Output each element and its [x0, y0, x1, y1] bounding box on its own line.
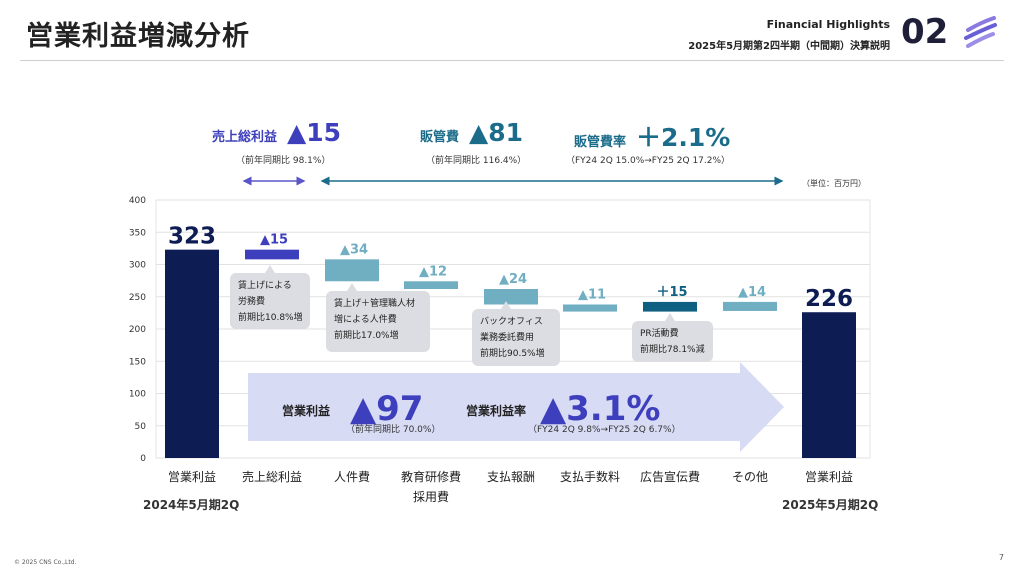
callout-text: 前期比90.5%増 [480, 347, 545, 359]
header-divider [20, 60, 1004, 61]
header-en-label: Financial Highlights [766, 18, 890, 31]
range-arrows [242, 176, 784, 186]
category-label: 教育研修費 [401, 469, 461, 484]
summary-sga-ratio-value: ＋2.1% [636, 123, 731, 152]
callout-text: 前期比78.1%減 [640, 343, 705, 355]
callout-pointer [665, 313, 675, 321]
category-label: 広告宣伝費 [640, 469, 700, 484]
callout-text: 賃上げ＋管理職人材 [334, 297, 415, 309]
bar-total [165, 249, 219, 458]
summary-gross-profit: 売上総利益 ▲15 [212, 118, 341, 147]
summary-sga-sub: （前年同期比 116.4%） [426, 156, 527, 166]
bar-total-label: 226 [805, 286, 853, 312]
page-title: 営業利益増減分析 [26, 21, 250, 52]
copyright: © 2025 CNS Co.,Ltd. [14, 559, 77, 566]
y-tick-label: 50 [135, 422, 147, 432]
y-tick-label: 0 [140, 454, 146, 464]
callout-pointer [347, 283, 357, 291]
callout-text: PR活動費 [640, 327, 679, 339]
y-tick-label: 250 [129, 293, 146, 303]
category-label: 売上総利益 [242, 469, 302, 484]
bar-total-label: 323 [168, 224, 216, 250]
callout-pointer [265, 265, 275, 273]
bar-delta-label: ▲12 [419, 264, 447, 279]
callout-text: 労務費 [238, 295, 265, 307]
bar-delta-label: ▲24 [499, 272, 527, 287]
page-number: 7 [998, 553, 1004, 562]
category-label: その他 [732, 470, 768, 484]
y-tick-label: 150 [129, 357, 146, 367]
bar-delta [325, 259, 379, 282]
callout-text: 賃上げによる [238, 279, 292, 291]
bar-delta-label: ▲11 [578, 287, 606, 302]
summary-gross-profit-label: 売上総利益 [212, 130, 278, 145]
callout-text: バックオフィス [480, 316, 543, 327]
bar-delta [723, 301, 777, 311]
y-tick-label: 100 [129, 390, 146, 400]
y-tick-label: 200 [129, 325, 146, 335]
callout-text: 増による人件費 [334, 313, 397, 325]
overlay-ratio-sub: （FY24 2Q 9.8%→FY25 2Q 6.7%） [528, 424, 681, 435]
overlay-op-value: ▲97 [350, 389, 423, 429]
summary-gross-profit-sub: （前年同期比 98.1%） [236, 156, 331, 166]
callout-bubble [326, 291, 430, 352]
overlay-op-label: 営業利益 [282, 403, 330, 418]
summary-sga-ratio-label: 販管費率 [574, 135, 627, 150]
overlay-ratio-label: 営業利益率 [466, 403, 526, 418]
summary-sga-value: ▲81 [469, 118, 524, 147]
summary-sga: 販管費 ▲81 [420, 118, 523, 147]
bar-delta [563, 304, 617, 312]
callout-pointer [501, 301, 511, 309]
period-label-end: 2025年5月期2Q [782, 498, 879, 512]
callout-text: 業務委託費用 [480, 331, 534, 343]
summary-sga-label: 販管費 [420, 130, 460, 145]
overlay-op-sub: （前年同期比 70.0%） [346, 423, 440, 435]
bar-delta [643, 301, 697, 312]
bar-delta-label: ▲15 [260, 233, 288, 248]
y-tick-label: 400 [129, 196, 146, 206]
header-jp-label: 2025年5月期第2四半期（中間期）決算説明 [688, 41, 890, 52]
bar-delta [484, 289, 538, 305]
category-label: 支払報酬 [487, 470, 535, 484]
category-sublabel: 採用費 [413, 489, 449, 504]
y-tick-label: 350 [129, 228, 146, 238]
company-logo-icon [964, 16, 997, 48]
overlay-ratio-value: ▲3.1% [540, 389, 660, 429]
summary-gross-profit-value: ▲15 [287, 118, 342, 147]
summary-sga-ratio: 販管費率 ＋2.1% [574, 118, 730, 154]
operating-profit-change-arrow [248, 362, 784, 452]
bar-delta-label: ＋15 [656, 285, 687, 300]
bar-total [802, 312, 856, 458]
category-label: 営業利益 [168, 470, 216, 484]
category-label: 営業利益 [805, 470, 853, 484]
unit-label: （単位：百万円） [802, 179, 866, 188]
callout-bubble [472, 309, 560, 366]
category-label: 人件費 [334, 469, 370, 484]
summary-sga-ratio-sub: （FY24 2Q 15.0%→FY25 2Q 17.2%） [566, 156, 731, 166]
period-label-start: 2024年5月期2Q [143, 498, 240, 512]
bar-delta-label: ▲34 [340, 242, 368, 257]
y-tick-label: 300 [129, 261, 146, 271]
bar-delta-label: ▲14 [738, 285, 766, 300]
category-label: 支払手数料 [560, 469, 620, 484]
callout-text: 前期比17.0%増 [334, 329, 399, 341]
callout-bubble [230, 273, 310, 329]
bar-delta [245, 249, 299, 260]
callout-bubble [632, 321, 713, 362]
section-number: 02 [901, 12, 949, 52]
callout-text: 前期比10.8%増 [238, 311, 303, 323]
bar-delta [404, 281, 458, 290]
